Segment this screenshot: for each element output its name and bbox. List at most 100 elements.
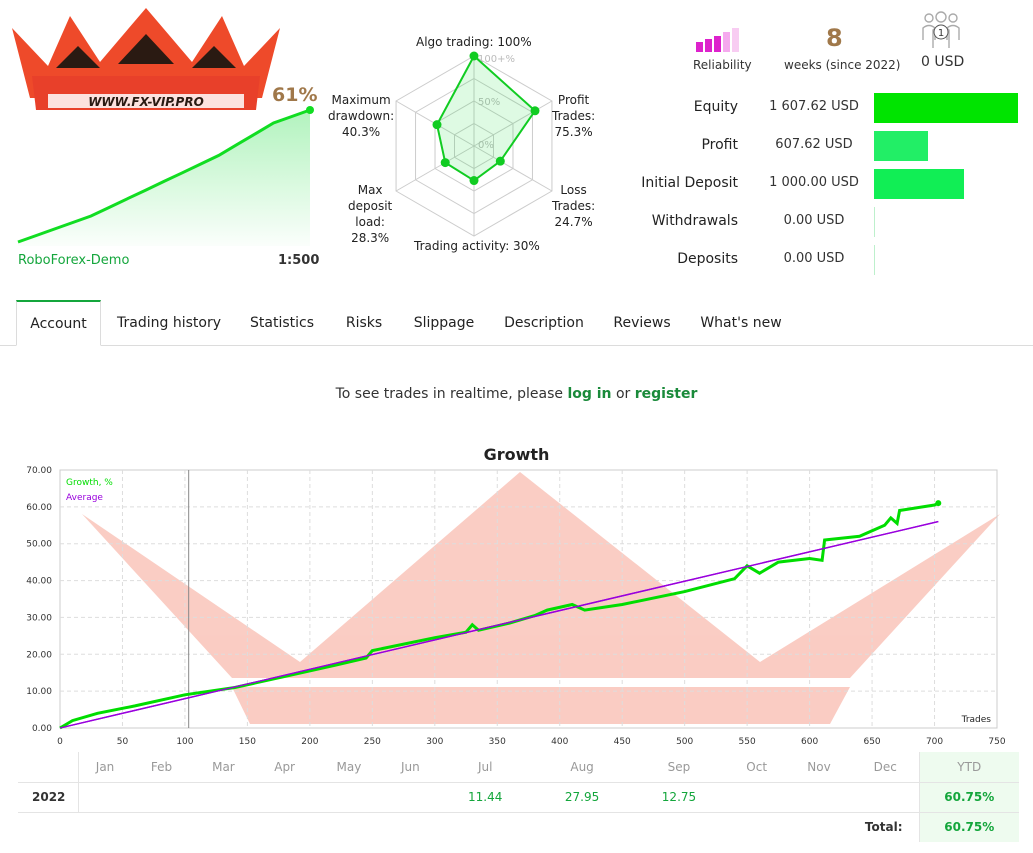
- fin-bar: [874, 169, 964, 199]
- fin-row-initial-deposit: Initial Deposit 1 000.00 USD: [630, 169, 1030, 199]
- x-tick-label: 550: [739, 737, 756, 747]
- weeks-count: 8: [826, 24, 843, 52]
- y-tick-label: 50.00: [26, 540, 52, 550]
- month-value: [131, 782, 192, 813]
- x-tick-label: 0: [57, 737, 63, 747]
- x-axis-label: Trades: [961, 715, 992, 725]
- month-value: [851, 782, 919, 813]
- mini-growth-chart: [17, 106, 314, 246]
- month-header: May: [313, 752, 384, 783]
- fx-vip-logo: WWW.FX-VIP.PRO: [12, 8, 280, 110]
- login-link[interactable]: log in: [567, 386, 612, 402]
- fin-bar: [874, 245, 875, 275]
- x-tick-label: 750: [988, 737, 1005, 747]
- month-value: 11.44: [436, 782, 534, 813]
- radar-point: [495, 156, 505, 166]
- fin-value: 1 607.62 USD: [769, 99, 859, 114]
- month-value: [727, 782, 786, 813]
- radar-ring-label: 0%: [478, 140, 494, 151]
- realtime-notice: To see trades in realtime, please log in…: [0, 386, 1033, 402]
- month-value: [785, 782, 852, 813]
- fin-label: Initial Deposit: [641, 175, 738, 191]
- fin-value: 0.00 USD: [783, 213, 845, 228]
- x-tick-label: 650: [863, 737, 880, 747]
- radar-label-activity: Trading activity: 30%: [414, 239, 540, 253]
- legend-entry: Growth, %: [66, 478, 113, 488]
- tab-bar: Account Trading history Statistics Risks…: [0, 300, 1033, 346]
- month-value: 12.75: [630, 782, 728, 813]
- month-header: Oct: [727, 752, 786, 783]
- month-header: Nov: [785, 752, 852, 783]
- fin-row-equity: Equity 1 607.62 USD: [630, 93, 1030, 123]
- fin-label: Deposits: [677, 251, 738, 267]
- notice-text: To see trades in realtime, please: [335, 386, 563, 402]
- radar-point: [469, 51, 479, 61]
- y-tick-label: 70.00: [26, 466, 52, 476]
- y-tick-label: 40.00: [26, 577, 52, 587]
- reliability-bars-icon: [696, 28, 739, 52]
- tab-trading-history[interactable]: Trading history: [117, 315, 221, 331]
- y-tick-label: 30.00: [26, 613, 52, 623]
- month-value: 27.95: [533, 782, 631, 813]
- reliability-label: Reliability: [693, 58, 752, 72]
- radar-point: [530, 106, 540, 116]
- radar-point: [469, 176, 479, 186]
- total-value: 60.75%: [918, 812, 1019, 842]
- y-tick-label: 60.00: [26, 503, 52, 513]
- fin-row-profit: Profit 607.62 USD: [630, 131, 1030, 161]
- ytd-header: YTD: [918, 752, 1019, 783]
- month-header: Feb: [131, 752, 192, 783]
- radar-label-profit: Profit Trades: 75.3%: [552, 93, 596, 139]
- growth-chart: 0 50 100 150 200 250 300 350 400 450 500 550 600 650 7…: [26, 466, 1006, 747]
- x-tick-label: 250: [364, 737, 381, 747]
- tab-reviews[interactable]: Reviews: [613, 315, 671, 331]
- x-tick-label: 450: [614, 737, 631, 747]
- fin-label: Profit: [701, 137, 738, 153]
- growth-chart-title: Growth: [483, 445, 550, 464]
- growth-end-point: [935, 500, 942, 507]
- radar-point: [440, 158, 450, 168]
- subscribers-amount: 0 USD: [921, 54, 965, 70]
- month-header: Dec: [851, 752, 919, 783]
- monthly-returns-table: Jan Feb Mar Apr May Jun Jul Aug Sep Oct Nov Dec YTD …: [18, 752, 1019, 842]
- fin-row-deposits: Deposits 0.00 USD: [630, 245, 1030, 275]
- broker-server[interactable]: RoboForex-Demo: [18, 253, 130, 268]
- month-header: Jul: [436, 752, 534, 783]
- people-icon: 1: [922, 11, 960, 48]
- svg-text:WWW.FX-VIP.PRO: WWW.FX-VIP.PRO: [88, 95, 204, 109]
- register-link[interactable]: register: [634, 386, 698, 402]
- fin-label: Withdrawals: [651, 213, 738, 229]
- fin-value: 0.00 USD: [783, 251, 845, 266]
- growth-line: [59, 501, 939, 730]
- weeks-label: weeks (since 2022): [784, 58, 901, 72]
- tab-account[interactable]: Account: [16, 300, 101, 346]
- radar-label-loss: Loss Trades: 24.7%: [552, 183, 596, 229]
- tab-risks[interactable]: Risks: [345, 315, 383, 331]
- fin-bar: [874, 131, 929, 161]
- x-tick-label: 50: [117, 737, 129, 747]
- radar-label-deposit-load: Max deposit load: 28.3%: [348, 183, 393, 245]
- tab-slippage[interactable]: Slippage: [413, 315, 475, 331]
- ytd-value: 60.75%: [918, 782, 1019, 813]
- month-value: [191, 782, 256, 813]
- notice-or: or: [615, 386, 631, 402]
- x-tick-label: 350: [489, 737, 506, 747]
- tab-whats-new[interactable]: What's new: [700, 315, 782, 331]
- tab-statistics[interactable]: Statistics: [250, 315, 314, 331]
- x-tick-label: 200: [301, 737, 318, 747]
- y-tick-label: 0.00: [32, 724, 52, 734]
- fin-row-withdrawals: Withdrawals 0.00 USD: [630, 207, 1030, 237]
- tab-description[interactable]: Description: [504, 315, 584, 331]
- leverage: 1:500: [278, 253, 320, 268]
- fin-bar: [874, 93, 1018, 123]
- x-tick-label: 700: [926, 737, 943, 747]
- total-label: Total:: [864, 820, 903, 835]
- x-tick-label: 500: [676, 737, 693, 747]
- plot-frame: [59, 469, 998, 729]
- month-header: Mar: [191, 752, 256, 783]
- fin-value: 1 000.00 USD: [769, 175, 859, 190]
- x-tick-label: 300: [426, 737, 443, 747]
- legend-entry: Average: [66, 493, 103, 503]
- month-header: Apr: [255, 752, 314, 783]
- x-tick-label: 400: [551, 737, 568, 747]
